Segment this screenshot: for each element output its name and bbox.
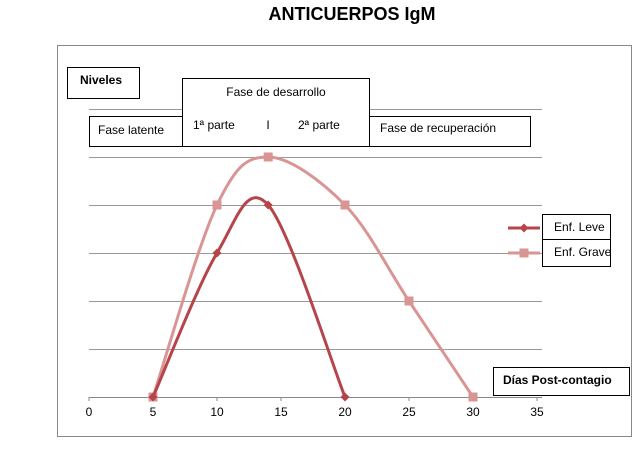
- x-tick-label: 10: [210, 405, 224, 419]
- series-line: [151, 155, 475, 398]
- annotation-box: [182, 78, 370, 147]
- annotation-box: [67, 67, 140, 99]
- marker: [263, 200, 273, 210]
- legend-label: Enf. Leve: [554, 220, 605, 234]
- y-axis-label: Niveles: [80, 73, 122, 87]
- legend-box: [542, 239, 611, 267]
- x-tick-label: 0: [86, 405, 93, 419]
- series-line: [151, 196, 347, 398]
- x-tick-label: 5: [150, 405, 157, 419]
- marker: [212, 248, 222, 258]
- annotation-box: [493, 367, 630, 396]
- annotation: 1ª parte: [193, 118, 235, 132]
- marker: [519, 223, 529, 233]
- annotation: Fase de recuperación: [380, 121, 496, 135]
- marker: [263, 152, 273, 162]
- x-tick-label: 15: [274, 405, 288, 419]
- x-tick-label: 20: [338, 405, 352, 419]
- marker: [519, 248, 529, 258]
- legend-box: [542, 214, 611, 242]
- plot: [148, 152, 478, 402]
- annotation-box: [369, 116, 531, 147]
- grid: 0 5 10 15 20 25 30 35: [86, 109, 544, 419]
- x-tick-label: 30: [466, 405, 480, 419]
- legend-label: Enf. Grave: [554, 245, 612, 259]
- annotation: Fase latente: [98, 123, 164, 137]
- annotation-box: [89, 116, 183, 147]
- legend: Enf. Leve Enf. Grave: [508, 214, 612, 267]
- chart-title: ANTICUERPOS IgM: [268, 4, 435, 24]
- annotation: 2ª parte: [298, 118, 340, 132]
- marker: [212, 200, 222, 210]
- marker: [404, 296, 414, 306]
- x-tick-label: 35: [530, 405, 544, 419]
- x-tick-label: 25: [402, 405, 416, 419]
- x-axis-label: Días Post-contagio: [503, 373, 612, 387]
- marker: [468, 392, 478, 402]
- marker: [340, 200, 350, 210]
- annotation: Fase de desarrollo: [226, 85, 326, 99]
- marker: [148, 392, 158, 402]
- annotation: I: [266, 118, 269, 132]
- marker: [340, 392, 350, 402]
